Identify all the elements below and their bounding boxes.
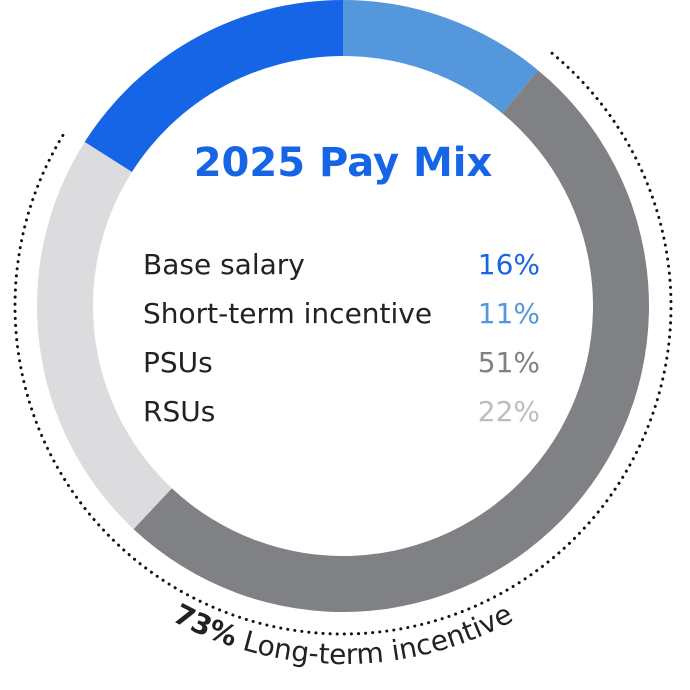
- donut-segment: [84, 0, 344, 173]
- donut-segment: [133, 70, 649, 612]
- long-term-bracket: [13, 51, 673, 636]
- chart-title: 2025 Pay Mix: [194, 140, 493, 186]
- annotation-value: 73%: [168, 597, 242, 653]
- donut-segment: [36, 142, 172, 530]
- legend-value: 16%: [478, 248, 540, 281]
- legend-label: RSUs: [143, 395, 215, 428]
- legend-value: 22%: [478, 395, 540, 428]
- legend-label: Short-term incentive: [143, 297, 432, 330]
- legend-label: Base salary: [143, 248, 305, 281]
- donut-segment: [343, 0, 539, 114]
- legend-value: 11%: [478, 297, 540, 330]
- legend-value: 51%: [478, 346, 540, 379]
- legend-label: PSUs: [143, 346, 213, 379]
